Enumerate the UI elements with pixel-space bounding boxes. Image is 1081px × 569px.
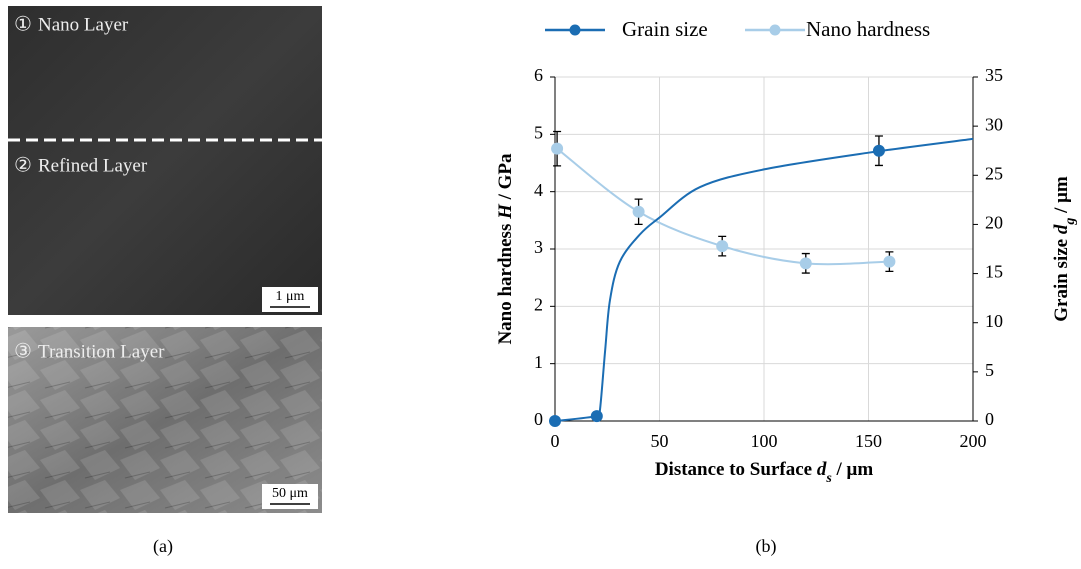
y2label-part: g [1063, 218, 1078, 226]
ylabel-part: H [495, 203, 516, 220]
legend-label: Grain size [622, 17, 708, 41]
data-point [632, 205, 645, 218]
ylabel-part: Nano hardness [495, 219, 516, 345]
ylabel-part: / GPa [495, 153, 516, 204]
y2-tick-label: 20 [985, 213, 1003, 233]
legend-marker [769, 24, 781, 36]
xlabel-part: Distance to Surface [655, 459, 817, 480]
data-point [872, 144, 885, 157]
scale-label: 50 μm [272, 486, 308, 501]
data-point [883, 255, 896, 268]
xlabel-part: s [825, 471, 832, 486]
x-tick-label: 50 [651, 431, 669, 451]
data-point [551, 142, 564, 155]
legend-label: Nano hardness [806, 17, 930, 41]
xlabel-part: / μm [832, 459, 874, 480]
y2label-part: Grain size [1051, 234, 1072, 322]
x-tick-label: 0 [551, 431, 560, 451]
scale-label: 1 μm [276, 289, 305, 304]
x-tick-label: 100 [751, 431, 778, 451]
y-tick-label: 2 [534, 294, 543, 314]
y2-tick-label: 30 [985, 114, 1003, 134]
layer-label: Nano Layer [38, 14, 129, 35]
layer-marker: ③ [14, 341, 32, 363]
xlabel: Distance to Surface ds / μm [655, 459, 874, 485]
series-line [554, 137, 974, 422]
ylabel: Nano hardness H / GPa [495, 153, 516, 345]
micrograph-bottom: ③ Transition Layer 50 μm [8, 327, 322, 513]
y2-tick-label: 10 [985, 311, 1003, 331]
data-point [799, 257, 812, 270]
y2label-part: / μm [1051, 176, 1072, 218]
legend-marker [569, 24, 581, 36]
y2-tick-label: 35 [985, 65, 1003, 85]
y-tick-label: 6 [534, 65, 543, 85]
data-point [716, 240, 729, 253]
layer-marker: ① [14, 14, 32, 36]
y2-tick-label: 15 [985, 262, 1003, 282]
data-point [590, 410, 603, 423]
y-tick-label: 5 [534, 122, 543, 142]
micrograph-top: ① Nano Layer ② Refined Layer 1 μm [8, 6, 322, 315]
layer-marker: ② [14, 155, 32, 177]
y-tick-label: 1 [534, 352, 543, 372]
caption: (b) [756, 536, 777, 557]
layer-label: Transition Layer [38, 341, 165, 362]
y2label: Grain size dg / μm [1051, 176, 1077, 322]
xlabel-part: d [817, 459, 827, 480]
y-tick-label: 0 [534, 409, 543, 429]
y-tick-label: 3 [534, 237, 543, 257]
y-tick-label: 4 [534, 180, 543, 200]
y2-tick-label: 0 [985, 409, 994, 429]
caption: (a) [153, 536, 173, 557]
x-tick-label: 150 [855, 431, 882, 451]
data-point [549, 415, 561, 427]
y2-tick-label: 25 [985, 163, 1003, 183]
y2label-part: d [1051, 224, 1072, 234]
layer-label: Refined Layer [38, 155, 148, 176]
x-tick-label: 200 [960, 431, 987, 451]
y2-tick-label: 5 [985, 360, 994, 380]
